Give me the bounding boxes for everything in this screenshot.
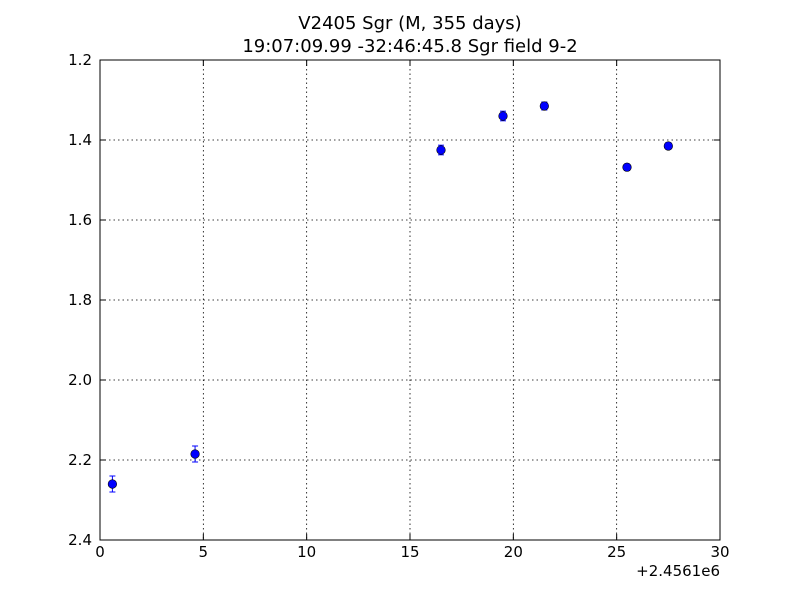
x-tick-label: 0 [95,543,105,561]
chart-title: V2405 Sgr (M, 355 days) [298,13,521,34]
data-point [498,111,508,121]
data-point [539,101,549,111]
x-tick-label: 30 [710,543,729,561]
y-tick-label: 1.2 [68,51,92,69]
data-points [107,101,673,493]
data-point [663,141,673,151]
data-point [190,449,200,459]
x-tick-label: 5 [199,543,209,561]
y-tick-label: 1.8 [68,291,92,309]
x-tick-label: 15 [400,543,419,561]
x-tick-label: 20 [504,543,523,561]
x-tick-label: 10 [297,543,316,561]
y-tick-label: 1.4 [68,131,92,149]
plot-area-frame [99,59,721,541]
y-tick-label: 1.6 [68,211,92,229]
y-tick-label: 2.2 [68,451,92,469]
x-tick-label: 25 [607,543,626,561]
y-tick-label: 2.0 [68,371,92,389]
grid-lines [100,60,720,540]
axis-ticks: 0 5 10 15 20 25 30 1.2 1.4 1.6 1.8 2.0 2.2 2.4 [68,51,729,561]
data-point [622,162,632,172]
y-tick-label: 2.4 [68,531,92,549]
data-point [107,479,117,489]
chart-subtitle: 19:07:09.99 -32:46:45.8 Sgr field 9-2 [242,36,577,57]
data-point [436,145,446,155]
x-offset-label: +2.4561e6 [636,562,720,580]
